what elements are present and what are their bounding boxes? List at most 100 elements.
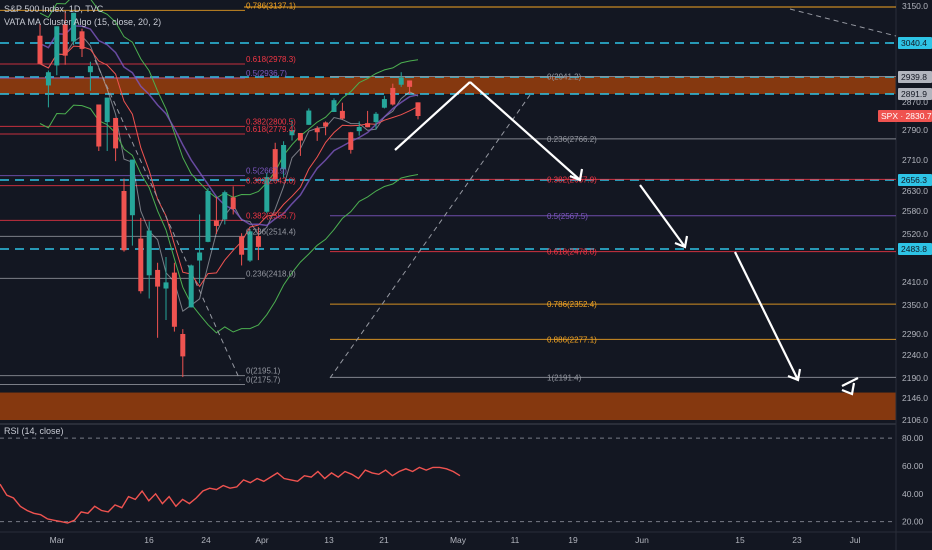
time-tick-label: 13 (324, 535, 334, 545)
fib-label-right: 0.236(2766.2) (547, 135, 597, 144)
rsi-tick-label: 40.00 (902, 489, 924, 499)
candle-body (171, 272, 177, 327)
candle-body (373, 113, 379, 123)
price-grid (0, 0, 897, 550)
arrow-head (674, 235, 689, 249)
time-tick-label: Jun (635, 535, 649, 545)
price-tick-label: 2710.0 (902, 155, 928, 165)
price-tick-label: 2106.0 (902, 415, 928, 425)
price-axis[interactable]: 3150.0 2870.0 2790.0 2710.0 2630.0 2580.0 2520… (878, 1, 932, 425)
candle-body (415, 102, 421, 116)
fib-label-right: 0.618(2478.0) (547, 248, 597, 257)
supply-zone (0, 392, 896, 420)
price-tag-box (898, 37, 932, 49)
fib-label-left: 0.618(2779.4) (246, 125, 296, 134)
candle-body (365, 123, 371, 128)
candle-body (306, 110, 312, 125)
fib-label-left: 0.5(2667.9) (246, 167, 287, 176)
price-tag-label: 2483.8 (901, 244, 927, 254)
arrow-head (569, 168, 584, 182)
candle-body (96, 104, 102, 147)
symbol-legend[interactable]: S&P 500 Index, 1D, TVC (4, 4, 104, 14)
fib-label-right: 0(2941.2) (547, 73, 582, 82)
rsi-tick-label: 20.00 (902, 517, 924, 527)
price-tag-box (898, 243, 932, 255)
rsi-pane: 80.00 60.00 40.00 20.00 (0, 433, 924, 527)
candle-body (398, 77, 404, 85)
candle-body (348, 132, 354, 150)
ma-cluster (39, 0, 897, 381)
candle-body (62, 24, 68, 56)
candle-body (230, 197, 236, 209)
price-tick-label: 3150.0 (902, 1, 928, 11)
candle-body (339, 110, 345, 119)
rsi-tick-label: 80.00 (902, 433, 924, 443)
price-tag-label: 2939.8 (901, 72, 927, 82)
fib-labels: 0.786(3137.1) 0.618(2978.3) 0.5(2936.7) 0.3… (246, 1, 597, 384)
price-tag-box (878, 110, 932, 122)
fib-label-left: 0.236(2418.0) (246, 269, 296, 278)
price-tick-label: 2350.0 (902, 300, 928, 310)
projection-arrows (394, 81, 859, 396)
time-tick-label: 15 (735, 535, 745, 545)
projection-arrow (394, 81, 471, 151)
candle-body (314, 128, 320, 133)
candle-body (205, 191, 211, 242)
price-tag-label: SPX · 2830.7 (881, 111, 932, 121)
trend-line-top (789, 8, 897, 37)
candlesticks (37, 10, 421, 378)
price-tag-label: 3040.4 (901, 38, 927, 48)
candle-body (113, 117, 119, 149)
price-tick-label: 2190.0 (902, 373, 928, 383)
fib-label-left: 0.382(2643.0) (246, 177, 296, 186)
candle-body (222, 192, 228, 220)
fib-label-left: 0.382(2555.7) (246, 211, 296, 220)
candle-body (289, 130, 295, 136)
fib-label-left: 0.236(2514.4) (246, 227, 296, 236)
candle-body (356, 126, 362, 132)
fib-label-left: 0(2195.1) (246, 367, 281, 376)
fib-label-left: 0.618(2978.3) (246, 55, 296, 64)
time-tick-label: 24 (201, 535, 211, 545)
price-tag-label: 2891.9 (901, 89, 927, 99)
candle-body (323, 122, 329, 127)
candle-body (54, 26, 60, 66)
time-tick-label: Jul (850, 535, 861, 545)
fib-label-left: 0.382(2800.5) (246, 117, 296, 126)
rsi-legend[interactable]: RSI (14, close) (4, 426, 64, 436)
candle-body (281, 145, 287, 170)
candle-body (247, 231, 253, 261)
candle-body (37, 35, 43, 64)
price-tag-box (898, 174, 932, 186)
projection-arrow (734, 251, 799, 381)
ma-mid (39, 45, 419, 288)
trend-line-down (94, 59, 241, 381)
candle-body (79, 31, 85, 49)
candle-body (87, 66, 93, 73)
supply-zones (0, 77, 896, 420)
candle-body (272, 149, 278, 179)
fib-label-left: 0.5(2936.7) (246, 69, 287, 78)
projection-arrow (841, 377, 859, 387)
price-tag-box (898, 71, 932, 83)
candle-body (104, 97, 110, 123)
candle-body (407, 80, 413, 87)
candle-body (331, 100, 337, 112)
candle-body (264, 177, 270, 212)
price-tag-box (898, 88, 932, 100)
time-tick-label: 21 (379, 535, 389, 545)
candle-body (180, 334, 186, 357)
price-tick-label: 2630.0 (902, 186, 928, 196)
fib-label-left: 0(2175.7) (246, 376, 281, 385)
rsi-line (0, 466, 461, 524)
arrow-head (787, 368, 802, 382)
time-axis[interactable]: Mar 16 24 Apr 13 21 May 11 19 Jun 15 23 Jul (0, 531, 932, 545)
time-tick-label: 11 (511, 535, 520, 545)
candle-body (146, 230, 152, 276)
candle-body (255, 236, 261, 247)
price-tag-label: 2656.3 (901, 175, 927, 185)
indicator-legend[interactable]: VATA MA Cluster Algo (15, close, 20, 2) (4, 17, 162, 27)
price-tick-label: 2790.0 (902, 125, 928, 135)
fib-label-right: 0.786(2352.4) (547, 300, 597, 309)
